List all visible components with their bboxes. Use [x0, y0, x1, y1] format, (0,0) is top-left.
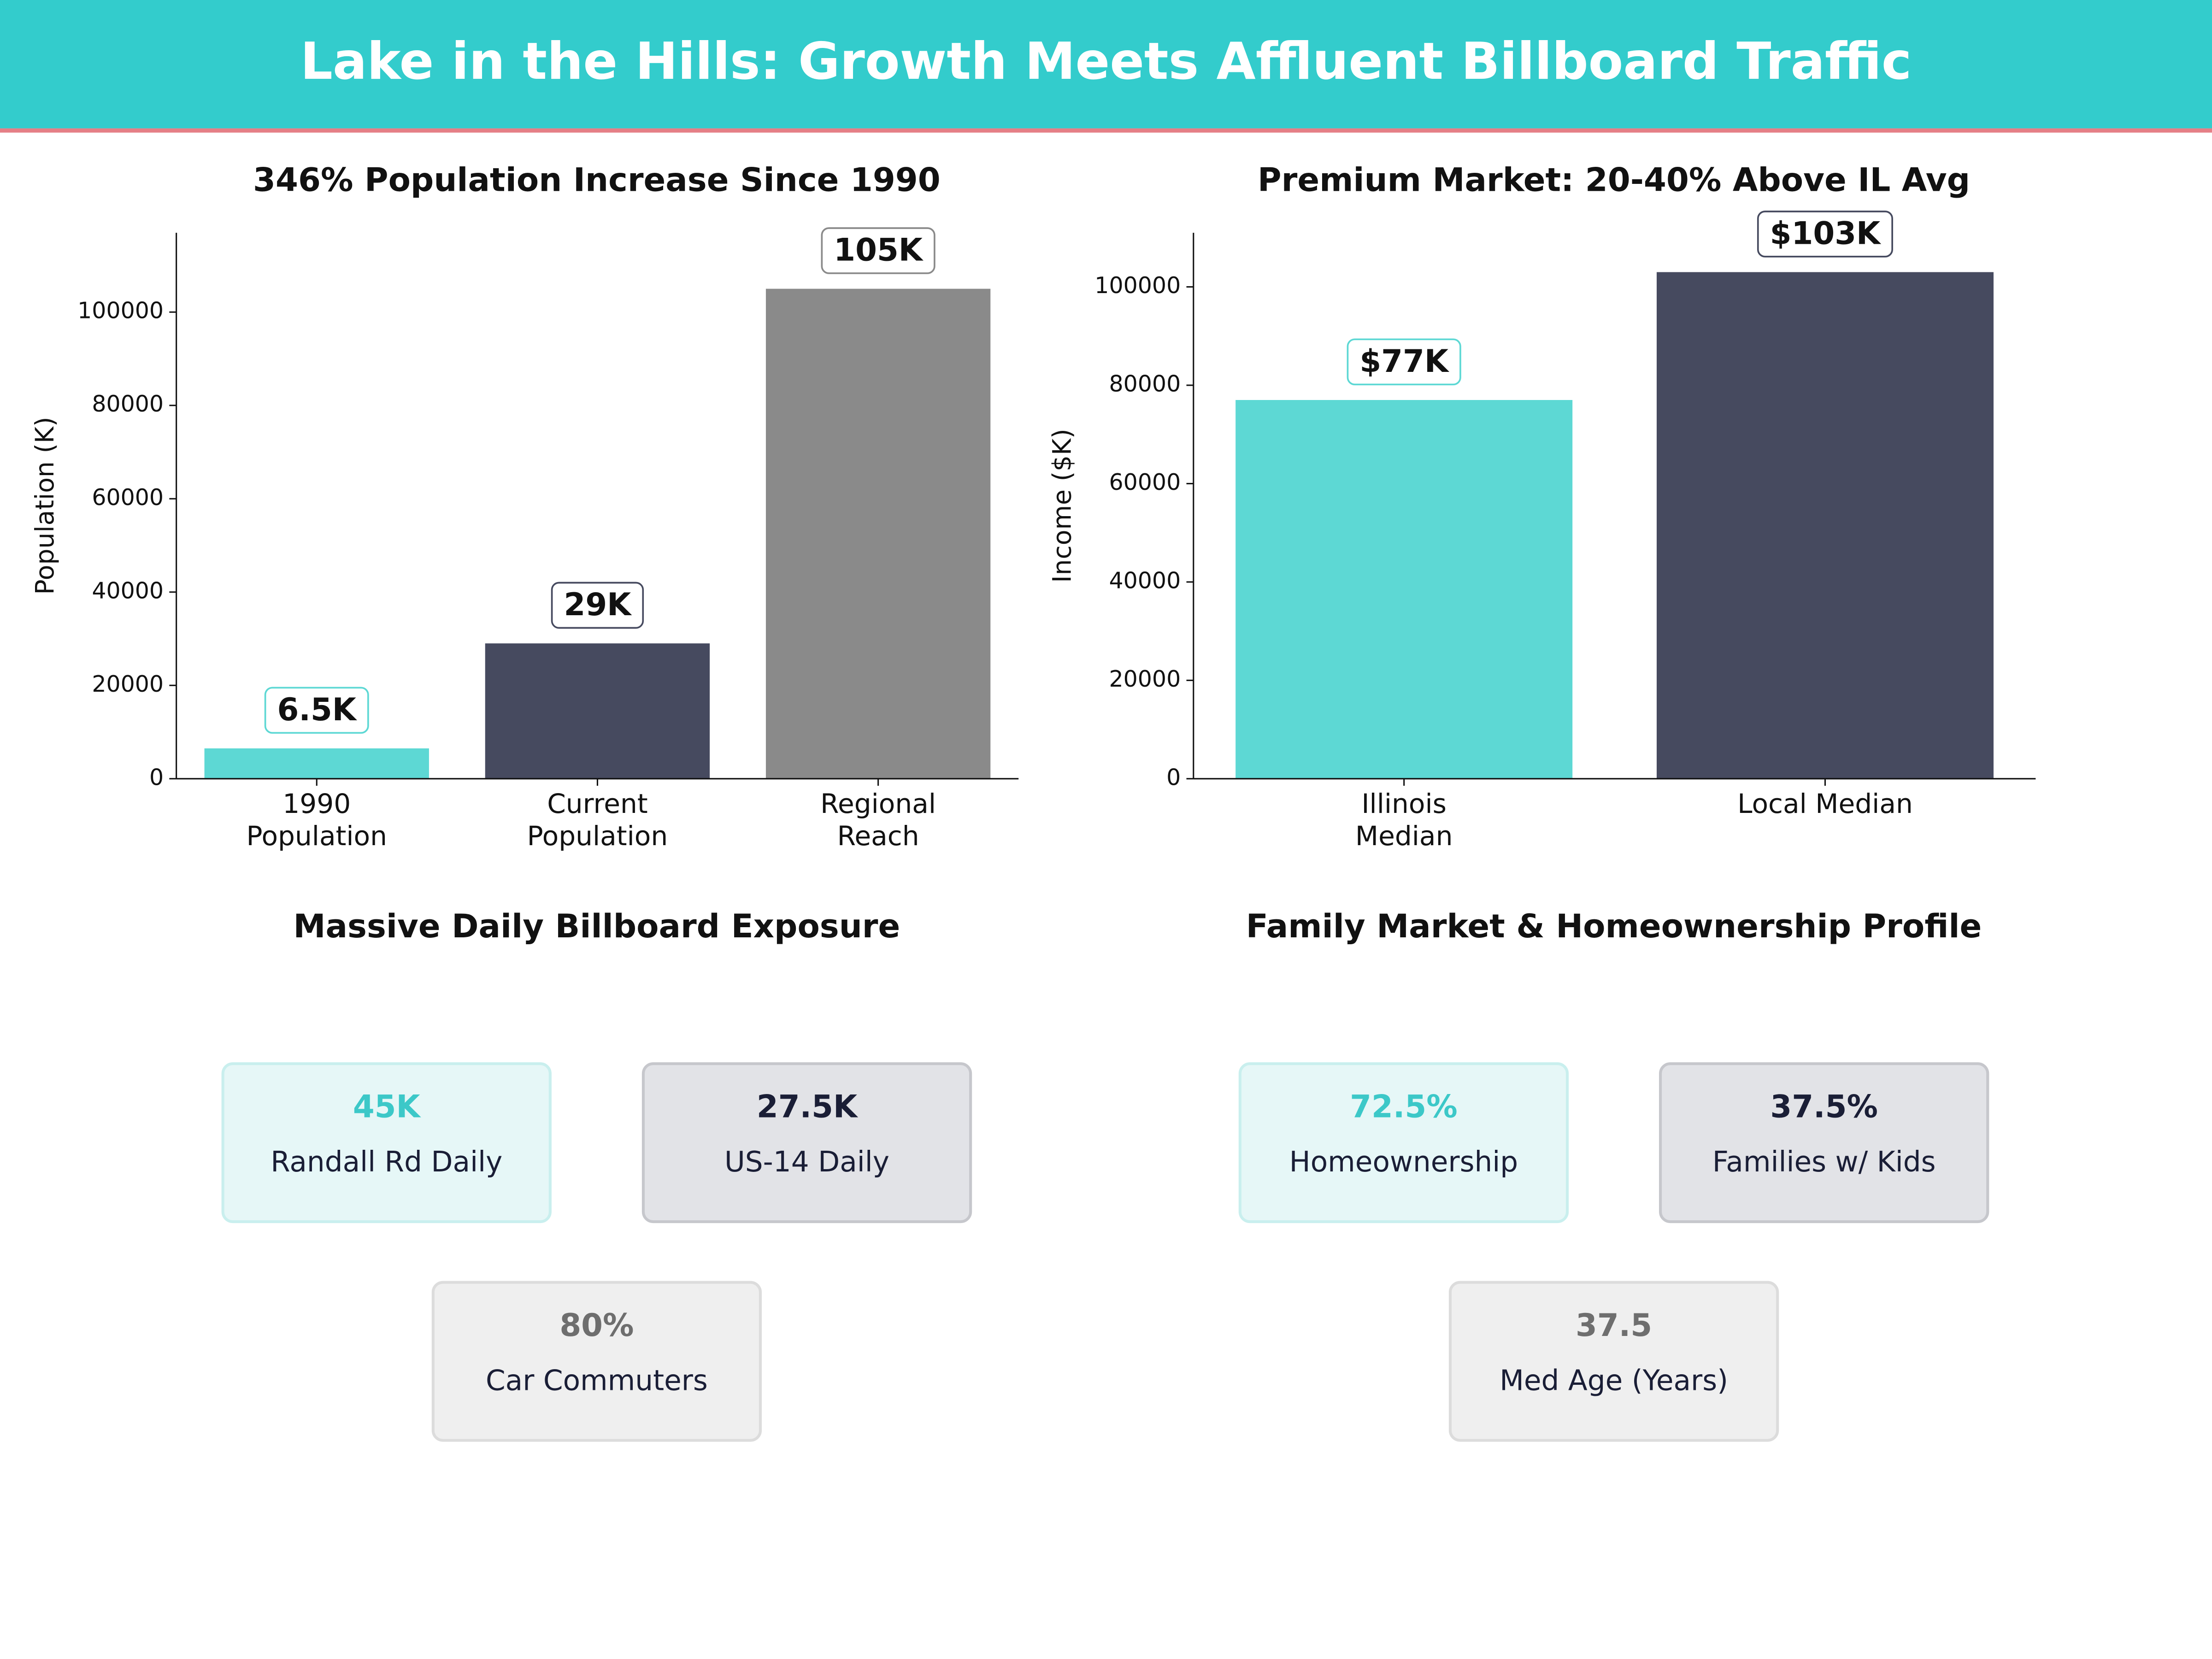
kpi-label: Homeownership: [1289, 1146, 1518, 1178]
kpi-card: [1448, 1281, 1779, 1442]
y-tick-label: 60000: [92, 484, 164, 511]
kpi-label: Car Commuters: [486, 1365, 708, 1397]
y-tick-label: 80000: [92, 391, 164, 417]
y-tick-label: 40000: [92, 577, 164, 604]
kpi-card: [641, 1062, 972, 1224]
value-label-box: [551, 582, 644, 629]
x-tick-label: Local Median: [1737, 788, 1913, 819]
y-tick-label: 20000: [92, 671, 164, 697]
kpi-value: 37.5: [1576, 1307, 1652, 1343]
kpi-label: US-14 Daily: [724, 1146, 889, 1178]
y-tick-label: 100000: [77, 298, 164, 324]
x-tick-label: Illinois Median: [1355, 788, 1453, 852]
value-label: $103K: [1770, 215, 1882, 251]
y-axis-label: Income ($K): [1047, 429, 1077, 582]
bar: [1235, 400, 1573, 779]
value-label: 105K: [834, 232, 924, 268]
x-tick-label: Current Population: [527, 788, 668, 852]
bar: [1656, 272, 1994, 779]
kpi-value: 45K: [353, 1088, 422, 1125]
header-rule: [0, 128, 2212, 133]
y-tick-label: 20000: [1109, 666, 1181, 692]
kpi-card: [1238, 1062, 1569, 1224]
value-label: $77K: [1359, 343, 1450, 379]
value-label-box: [1757, 211, 1893, 258]
kpi-value: 72.5%: [1350, 1088, 1458, 1125]
value-label: 6.5K: [277, 691, 358, 728]
y-tick-label: 0: [1166, 764, 1181, 790]
value-label-box: [1347, 338, 1461, 386]
kpi-value: 27.5K: [757, 1088, 859, 1125]
bar: [765, 288, 991, 779]
bar: [204, 748, 429, 779]
y-tick-label: 60000: [1109, 469, 1181, 495]
kpi-label: Med Age (Years): [1500, 1365, 1728, 1397]
value-label-box: [264, 687, 369, 734]
y-tick-label: 0: [149, 764, 164, 790]
kpi-value: 37.5%: [1770, 1088, 1878, 1125]
header-bar: [0, 0, 2212, 129]
kpi-label: Randall Rd Daily: [271, 1146, 502, 1178]
y-tick-label: 40000: [1109, 567, 1181, 594]
kpi-label: Families w/ Kids: [1712, 1146, 1936, 1178]
kpi-card: [431, 1281, 762, 1442]
y-tick-label: 80000: [1109, 371, 1181, 397]
y-tick-label: 100000: [1094, 272, 1181, 299]
kpi-value: 80%: [559, 1307, 634, 1343]
page-title: Lake in the Hills: Growth Meets Affluent…: [300, 32, 1912, 91]
value-label-box: [821, 227, 935, 274]
y-axis-label: Population (K): [30, 417, 59, 594]
value-label: 29K: [564, 586, 632, 623]
x-tick-label: 1990 Population: [246, 788, 387, 852]
kpi-card: [221, 1062, 552, 1224]
bar: [485, 643, 710, 779]
panel-title: Massive Daily Billboard Exposure: [294, 907, 900, 945]
kpi-card: [1659, 1062, 1989, 1224]
panel-title: Family Market & Homeownership Profile: [1246, 907, 1982, 945]
x-tick-label: Regional Reach: [820, 788, 936, 852]
chart-title: 346% Population Increase Since 1990: [253, 161, 941, 199]
chart-title: Premium Market: 20-40% Above IL Avg: [1258, 161, 1970, 199]
